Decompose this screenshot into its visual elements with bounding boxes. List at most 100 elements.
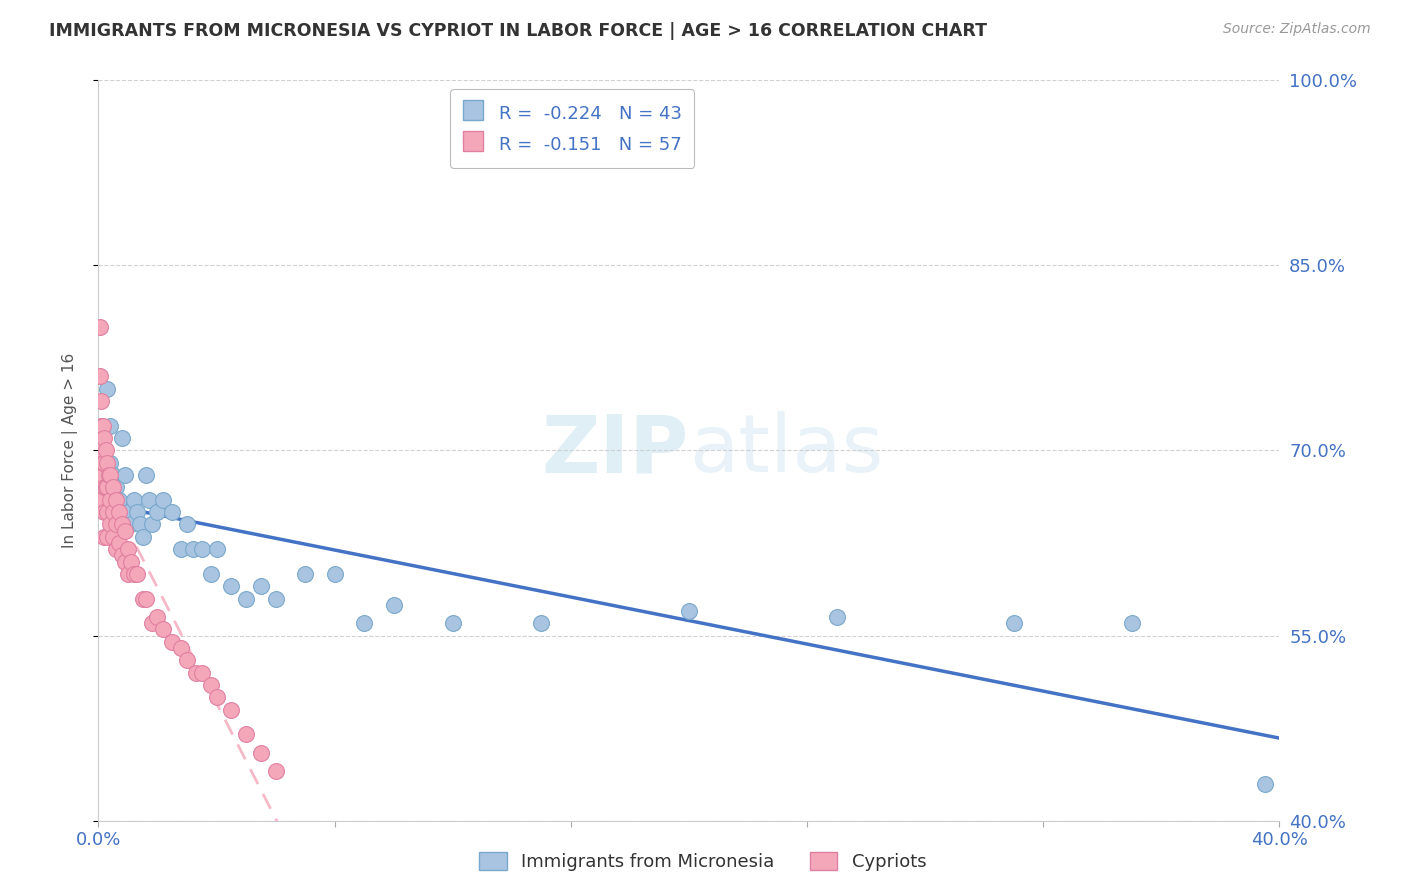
Point (152, 492, 174, 507)
Point (323, 566, 346, 581)
Point (191, 665, 214, 680)
Point (205, 542, 228, 557)
Text: ZIP: ZIP (541, 411, 689, 490)
Point (1121, 616, 1143, 631)
Point (825, 610, 848, 624)
Point (103, 468, 125, 483)
Point (135, 591, 157, 606)
Legend: R =  -0.224   N = 43, R =  -0.151   N = 57: R = -0.224 N = 43, R = -0.151 N = 57 (450, 89, 695, 168)
Point (382, 598, 405, 612)
Point (120, 517, 142, 532)
Point (105, 492, 128, 507)
Point (146, 505, 169, 519)
Point (103, 530, 125, 544)
Point (93, 530, 115, 544)
Point (90, 443, 112, 458)
Point (90, 468, 112, 483)
Point (1254, 777, 1277, 791)
Point (111, 549, 134, 563)
Point (90, 394, 112, 409)
Point (114, 555, 136, 569)
Point (98, 517, 121, 532)
Point (353, 616, 375, 631)
Point (221, 703, 243, 717)
Point (105, 517, 128, 532)
Text: Source: ZipAtlas.com: Source: ZipAtlas.com (1223, 22, 1371, 37)
Legend: Immigrants from Micronesia, Cypriots: Immigrants from Micronesia, Cypriots (472, 845, 934, 879)
Point (128, 517, 150, 532)
Point (235, 727, 257, 741)
Point (91, 456, 114, 470)
Point (250, 746, 273, 760)
Point (98, 492, 121, 507)
Point (125, 505, 148, 519)
Point (162, 505, 183, 519)
Point (176, 517, 198, 532)
Point (114, 524, 136, 538)
Point (96, 530, 118, 544)
Point (93, 431, 115, 445)
Point (294, 566, 316, 581)
Point (250, 579, 273, 593)
Point (90, 492, 112, 507)
Text: IMMIGRANTS FROM MICRONESIA VS CYPRIOT IN LABOR FORCE | AGE > 16 CORRELATION CHAR: IMMIGRANTS FROM MICRONESIA VS CYPRIOT IN… (49, 22, 987, 40)
Point (264, 591, 287, 606)
Point (94, 480, 117, 494)
Point (181, 542, 204, 557)
Point (191, 542, 214, 557)
Point (141, 517, 163, 532)
Point (93, 443, 115, 458)
Y-axis label: In Labor Force | Age > 16: In Labor Force | Age > 16 (62, 353, 77, 548)
Point (200, 566, 222, 581)
Point (678, 604, 700, 618)
Point (98, 418, 121, 433)
Point (103, 505, 125, 519)
Point (152, 623, 174, 637)
Point (98, 468, 121, 483)
Point (530, 616, 553, 631)
Point (146, 610, 169, 624)
Point (103, 480, 125, 494)
Point (98, 456, 121, 470)
Point (96, 480, 118, 494)
Point (221, 579, 243, 593)
Point (96, 505, 118, 519)
Point (111, 517, 134, 532)
Point (89, 369, 111, 384)
Point (96, 382, 118, 396)
Point (108, 536, 131, 550)
Point (97, 468, 120, 483)
Point (117, 542, 139, 557)
Point (90, 468, 112, 483)
Point (120, 555, 142, 569)
Point (108, 505, 131, 519)
Point (176, 653, 198, 667)
Point (162, 634, 183, 648)
Point (235, 591, 257, 606)
Point (122, 492, 145, 507)
Point (135, 468, 157, 483)
Point (94, 443, 117, 458)
Point (93, 480, 115, 494)
Point (90, 418, 112, 433)
Point (441, 616, 464, 631)
Point (132, 591, 155, 606)
Point (132, 530, 155, 544)
Point (108, 492, 131, 507)
Point (93, 456, 115, 470)
Point (111, 431, 134, 445)
Point (105, 542, 128, 557)
Point (117, 505, 139, 519)
Point (93, 505, 115, 519)
Point (96, 456, 118, 470)
Point (200, 678, 222, 692)
Point (117, 566, 139, 581)
Point (184, 665, 207, 680)
Text: atlas: atlas (689, 411, 883, 490)
Point (264, 764, 287, 779)
Point (205, 690, 228, 705)
Point (1002, 616, 1025, 631)
Point (141, 616, 163, 631)
Point (170, 542, 193, 557)
Point (170, 640, 193, 655)
